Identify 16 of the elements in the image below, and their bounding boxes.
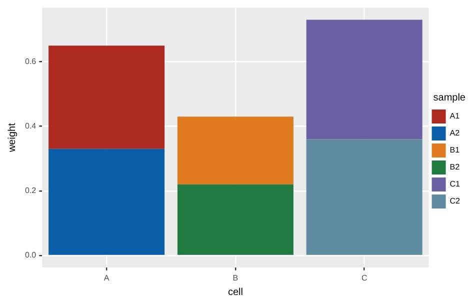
y-tick-label: 0.2 (24, 186, 37, 196)
legend-label: A2 (450, 128, 460, 138)
y-tick-label: 0.0 (24, 250, 37, 260)
y-tick-label: 0.6 (24, 56, 37, 66)
x-tick-label: B (232, 273, 238, 282)
y-tick-label: 0.4 (24, 122, 37, 130)
x-tick-label: A (104, 273, 110, 282)
x-axis-title: cell (228, 286, 243, 298)
legend-label: C1 (450, 180, 461, 189)
legend-label: A1 (450, 112, 460, 121)
legend-label: B1 (450, 146, 460, 155)
y-axis-title: weight (6, 122, 18, 154)
legend-label: B2 (450, 162, 460, 172)
x-tick-label: C (361, 273, 368, 282)
legend-label: C2 (450, 196, 461, 206)
legend-title: sample (433, 92, 466, 104)
